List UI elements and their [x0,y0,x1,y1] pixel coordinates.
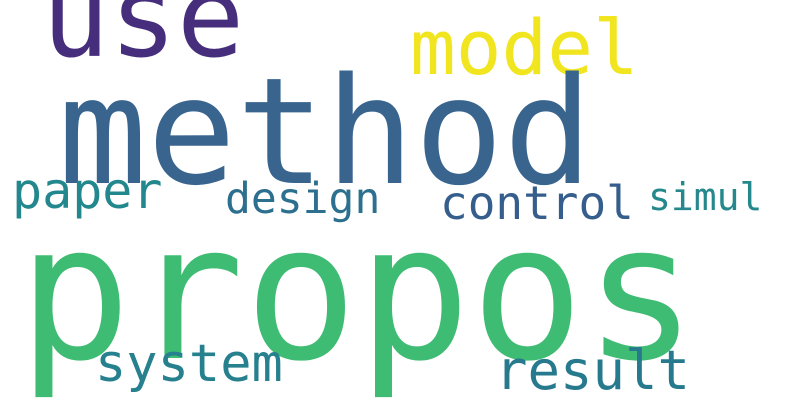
word-use: use [42,0,245,83]
word-result: result [495,339,691,400]
word-design: design [225,174,381,224]
word-control: control [440,176,634,230]
word-paper: paper [12,162,163,220]
word-method: method [58,46,593,218]
word-system: system [95,334,283,394]
word-simul: simul [648,175,763,219]
word-model: model [410,3,639,92]
word-propos: propos [18,184,698,400]
